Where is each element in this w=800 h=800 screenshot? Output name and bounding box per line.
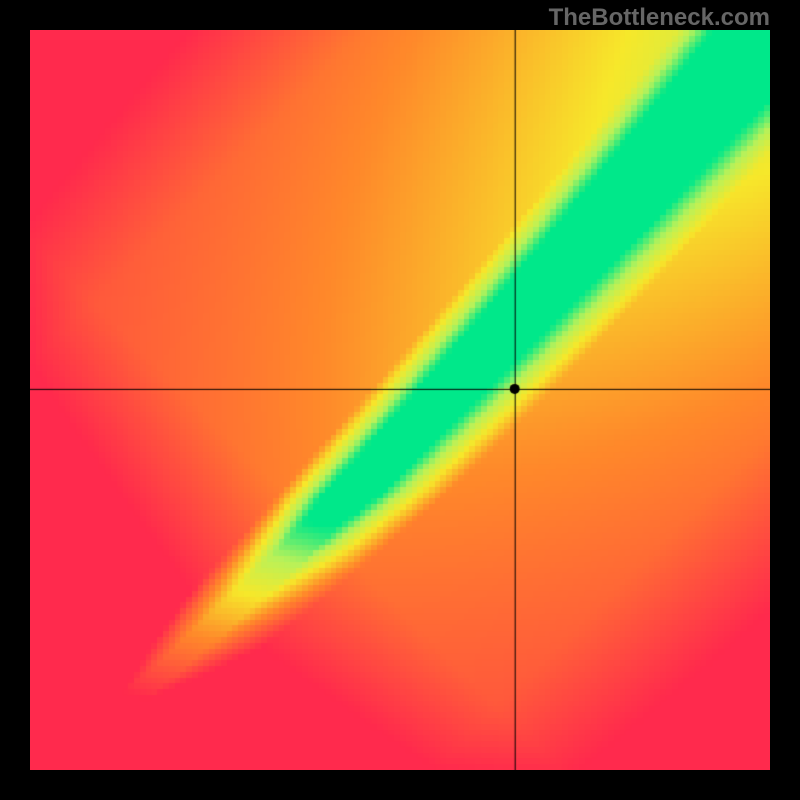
watermark-text: TheBottleneck.com bbox=[549, 4, 770, 32]
chart-container: TheBottleneck.com bbox=[0, 0, 800, 800]
bottleneck-heatmap bbox=[30, 30, 770, 770]
